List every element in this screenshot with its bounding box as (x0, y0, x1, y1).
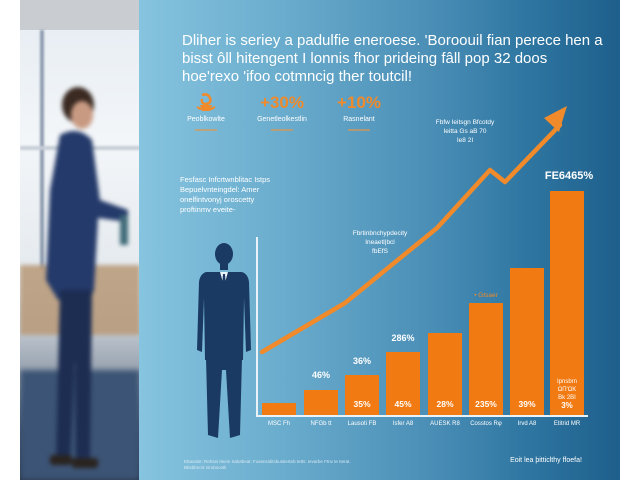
stack-line: Ipnsbrn (556, 379, 577, 385)
note-line: Fesfasc Infcrtwnblitac Istps (180, 175, 271, 184)
stat-underline (195, 129, 217, 131)
stat-label: Peoblkowlte (187, 116, 225, 123)
infographic-panel: Dliher is seriey a padulfie eneroese. 'B… (139, 0, 620, 480)
top-annotation: Fbfw Ieitsgn Bfcotdy Ieitta Gs aB 70 Ie8… (425, 118, 505, 145)
stat-item: +30% Genetleolkestlin (247, 93, 317, 131)
x-axis (256, 415, 588, 417)
note-line: Bepuelvnteingdel: Amer (180, 185, 260, 194)
businessman-photo (46, 87, 128, 468)
note-line: proftinmv eveite- (180, 205, 236, 214)
footer-tagline: Eoit lea þitticlthy ffoefa! (510, 457, 582, 464)
bar-4: 45% (386, 352, 420, 415)
note-line: Ie8 2I (456, 137, 474, 144)
bar-top-label: 36% (352, 356, 371, 366)
bar-inner-label: 28% (436, 399, 454, 409)
headline-line: hoe'rexo 'ifoo cotmncig ther toutcil! (182, 68, 413, 85)
mid-annotation: Fbrtinbnchypdecity Ineaetl|bcl fbEfS (340, 229, 420, 256)
note-line: Fbrtinbnchypdecity (352, 230, 408, 237)
category-label: Irvd A8 (517, 421, 537, 427)
bar-7: 39% (510, 268, 544, 415)
note-line: Fbfw Ieitsgn Bfcotdy (435, 119, 495, 126)
stat-value: +30% (260, 93, 304, 112)
bar-top-label: 286% (391, 333, 415, 343)
bar-5: 28% (428, 333, 462, 415)
stat-underline (271, 129, 293, 131)
headline-line: Dliher is seriey a padulfie eneroese. 'B… (182, 32, 603, 49)
stat-item: +10% Rasnelant (329, 93, 389, 131)
bar-top-label: 46% (311, 370, 330, 380)
bar-inner-stack: Ipnsbrn ΩΠ'ΩΚ Bk 2BI 3% (550, 378, 584, 411)
medal-icon (196, 93, 216, 111)
category-label: AUESK R8 (430, 421, 460, 427)
y-axis (256, 237, 258, 416)
note-line: fbEfS (372, 248, 388, 255)
stat-label: Genetleolkestlin (257, 116, 307, 123)
background-photo (20, 0, 140, 480)
bar-inner-label: 235% (475, 399, 497, 409)
orange-note: • Gtsaer (474, 292, 498, 299)
note-line: Ineaetl|bcl (365, 239, 395, 246)
peak-label: FE6465% (544, 170, 594, 182)
bar-2 (304, 390, 338, 415)
note-line: onelfintvonyj oroscetty (180, 195, 255, 204)
category-label: Cosstos Rφ (470, 421, 502, 427)
left-note: Fesfasc Infcrtwnblitac Istps Bepuelvntei… (180, 175, 300, 215)
bar-3: 35% (345, 375, 379, 415)
stack-line: Bk 2BI (558, 395, 576, 401)
footer-source-sub: Bbsbbnort Isrobocetli (184, 465, 227, 470)
headline-line: bisst ôll hitengent I lonnis fhor pridei… (182, 50, 548, 67)
bar-inner-label: 45% (394, 399, 412, 409)
headline: Dliher is seriey a padulfie eneroese. 'B… (182, 32, 612, 86)
window-frame (40, 30, 44, 270)
category-label: Etitrid MR (553, 421, 581, 427)
footer-source-text: Ebaostie: Rehsei Iteein Salotbeat: Fusen… (184, 459, 351, 464)
bar-8: Ipnsbrn ΩΠ'ΩΚ Bk 2BI 3% (550, 191, 584, 415)
stats-row: Peoblkowlte +30% Genetleolkestlin +10% R… (179, 93, 399, 133)
stat-underline (348, 129, 370, 131)
note-line: Ieitta Gs aB 70 (443, 128, 487, 135)
bar-inner-label: 35% (353, 399, 371, 409)
stat-item: Peoblkowlte (181, 93, 231, 131)
category-label: NFGb tt (310, 421, 332, 427)
category-label: Lausoti FB (347, 421, 377, 427)
businessman-silhouette-icon (197, 243, 251, 438)
stack-value: 3% (561, 401, 573, 410)
category-label: MSC Fh (267, 421, 290, 427)
stat-value: +10% (337, 93, 381, 112)
bar-inner-label: 39% (518, 399, 536, 409)
footer-source: Ebaostie: Rehsei Iteein Salotbeat: Fusen… (184, 459, 434, 471)
stack-line: ΩΠ'ΩΚ (557, 387, 577, 393)
bar-1 (262, 403, 296, 415)
bar-6: 235% (469, 303, 503, 415)
arrowhead-icon (544, 106, 567, 132)
category-label: Isfer A8 (392, 421, 414, 427)
stat-label: Rasnelant (343, 116, 375, 123)
